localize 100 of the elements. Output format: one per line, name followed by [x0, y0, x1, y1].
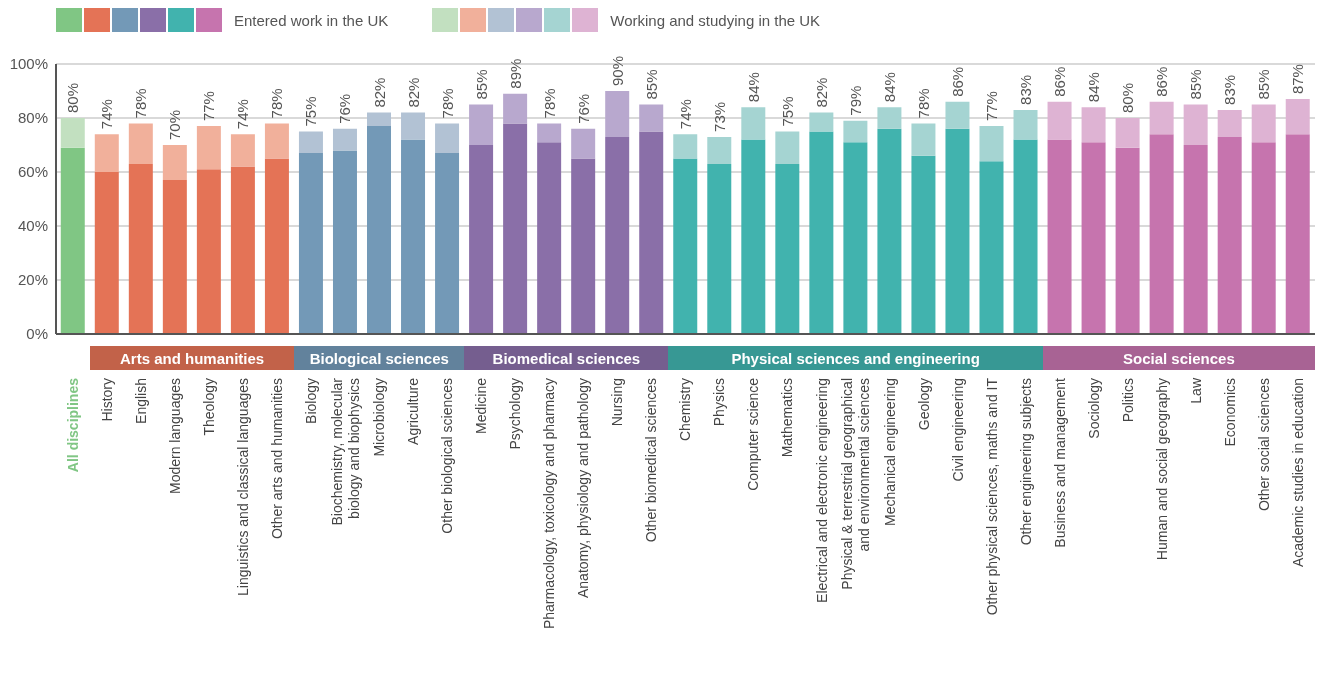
- bar: [1047, 139, 1072, 334]
- bar: [230, 166, 255, 334]
- total-label: 74%: [234, 99, 252, 130]
- x-tick-label: Medicine: [473, 377, 490, 435]
- x-tick-label: Psychology: [507, 378, 524, 450]
- x-tick-label: Electrical and electronic engineering: [813, 378, 830, 603]
- total-label: 77%: [200, 91, 218, 122]
- group-label: Social sciences: [1042, 346, 1315, 370]
- bar: [1013, 109, 1038, 140]
- bar: [741, 139, 766, 334]
- x-tick-label: Other biomedical sciences: [643, 378, 660, 543]
- x-tick-label: Pharmacology, toxicology and pharmacy: [541, 378, 558, 630]
- legend-label: Entered work in the UK: [234, 11, 389, 29]
- bar: [332, 150, 357, 334]
- total-label: 83%: [1221, 74, 1239, 105]
- bar: [1081, 107, 1106, 143]
- bar: [911, 123, 936, 156]
- bar: [435, 153, 460, 334]
- x-tick-label: Sociology: [1085, 378, 1102, 439]
- bar: [843, 120, 868, 143]
- bar: [571, 158, 596, 334]
- bar: [298, 131, 323, 154]
- total-label: 78%: [132, 88, 150, 119]
- x-tick-label: Human and social geography: [1153, 378, 1170, 561]
- bar: [979, 126, 1004, 162]
- y-tick-label: 20%: [17, 271, 48, 289]
- bar: [1115, 118, 1140, 148]
- bar: [775, 131, 800, 164]
- total-label: 78%: [540, 88, 558, 119]
- total-label: 84%: [744, 72, 762, 103]
- bar: [1183, 104, 1208, 145]
- x-tick-label: Mathematics: [779, 378, 796, 458]
- total-label: 79%: [846, 85, 864, 116]
- total-label: 76%: [336, 93, 354, 124]
- x-tick-label: Linguistics and classical languages: [235, 378, 252, 596]
- bar: [1081, 142, 1106, 334]
- x-tick-label: Physical & terrestrial geographical and environmental sciences: [839, 378, 872, 590]
- bar: [775, 163, 800, 334]
- bar: [673, 134, 698, 159]
- bar: [128, 163, 153, 334]
- total-label: 78%: [914, 88, 932, 119]
- bar: [571, 128, 596, 159]
- bar: [435, 123, 460, 154]
- x-tick-label: Physics: [711, 378, 728, 427]
- bar: [605, 91, 630, 137]
- bar: [1217, 136, 1242, 334]
- bar: [809, 131, 834, 334]
- bar: [367, 112, 392, 127]
- y-tick-label: 60%: [17, 163, 48, 181]
- total-label: 90%: [608, 55, 626, 86]
- bar: [877, 128, 902, 334]
- x-tick-label: Computer science: [745, 377, 762, 491]
- x-tick-label: Modern languages: [166, 378, 183, 494]
- bar: [673, 158, 698, 334]
- y-tick-label: 80%: [17, 109, 48, 127]
- bar: [401, 139, 426, 334]
- bar: [843, 142, 868, 334]
- x-tick-label: Other physical sciences, maths and IT: [983, 377, 1000, 616]
- x-tick-label: Theology: [201, 378, 218, 436]
- bar: [401, 112, 426, 140]
- group-label: Biological sciences: [294, 346, 465, 370]
- x-tick-label: Agriculture: [405, 377, 422, 445]
- bar: [94, 172, 119, 334]
- bar: [503, 123, 528, 334]
- bar: [469, 104, 494, 145]
- total-label: 86%: [1153, 66, 1171, 97]
- total-label: 78%: [438, 88, 456, 119]
- bar: [1285, 99, 1310, 135]
- group-label: Arts and humanities: [90, 346, 295, 370]
- x-tick-label: Academic studies in education: [1289, 378, 1306, 568]
- x-tick-label: Biochemistry, molecular biology and biophysics: [328, 377, 362, 526]
- total-label: 77%: [982, 91, 1000, 122]
- bar: [162, 145, 187, 181]
- bar: [162, 180, 187, 334]
- bar: [1047, 101, 1072, 140]
- x-tick-label: Other arts and humanities: [269, 378, 286, 540]
- x-tick-label: Geology: [915, 378, 932, 431]
- x-tick-label: Economics: [1221, 378, 1238, 447]
- total-label: 75%: [302, 96, 320, 127]
- total-label: 85%: [472, 69, 490, 100]
- total-label: 76%: [574, 93, 592, 124]
- bar: [537, 123, 562, 143]
- bar: [60, 118, 85, 148]
- x-tick-label: Other social sciences: [1255, 378, 1272, 512]
- bar: [230, 134, 255, 167]
- bar: [911, 155, 936, 334]
- bar: [1013, 139, 1038, 334]
- bar: [1183, 145, 1208, 334]
- total-label: 83%: [1017, 74, 1035, 105]
- total-label: 86%: [1051, 66, 1069, 97]
- bar: [979, 161, 1004, 334]
- total-label: 80%: [64, 82, 82, 113]
- x-tick-label: Nursing: [609, 378, 626, 427]
- total-label: 75%: [778, 96, 796, 127]
- bar: [945, 101, 970, 129]
- total-label: 82%: [404, 77, 422, 108]
- bar: [60, 147, 85, 334]
- legend-label: Working and studying in the UK: [610, 11, 821, 29]
- bar: [503, 93, 528, 124]
- bar: [639, 131, 664, 334]
